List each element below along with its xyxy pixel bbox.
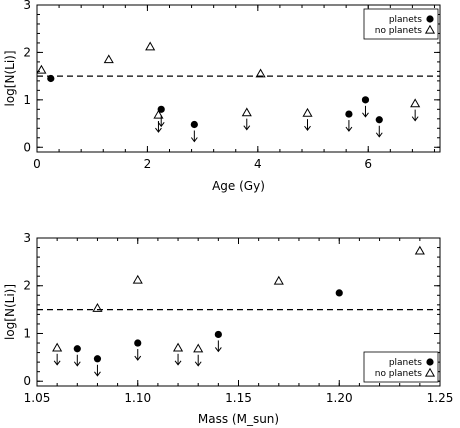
upper-limit-arrow-head	[214, 347, 222, 353]
y-tick-label: 2	[23, 279, 31, 293]
x-axis-title: Age (Gy)	[212, 179, 265, 193]
y-tick-label: 0	[23, 140, 31, 154]
x-tick-label: 2	[144, 157, 152, 171]
chart-panel-2: 1.05 1.10 1.15 1.20 1.25 0 1 2 3 Mass (M_sun) log[…	[3, 231, 453, 426]
data-point	[214, 330, 222, 339]
data-point	[36, 64, 47, 74]
data-point	[273, 275, 284, 285]
x-tick-label: 4	[254, 157, 262, 171]
y-tick-label: 2	[23, 45, 31, 59]
data-point	[241, 107, 252, 117]
legend-marker	[424, 24, 436, 34]
series-no-planets	[52, 245, 425, 367]
data-point	[410, 98, 421, 108]
upper-limit-arrow-head	[94, 371, 101, 377]
legend-marker	[426, 15, 434, 23]
legend-marker	[426, 358, 434, 366]
upper-limit-arrow-head	[174, 360, 182, 366]
upper-limit-arrow-head	[155, 127, 162, 133]
legend-box	[363, 8, 439, 40]
y-tick-label: 0	[23, 374, 31, 388]
upper-limit-arrow-head	[157, 122, 165, 128]
upper-limit-arrow-head	[362, 112, 369, 118]
data-point	[153, 109, 164, 119]
y-tick-label: 1	[23, 326, 31, 340]
x-tick-label: 1.25	[427, 391, 454, 405]
legend-label: planets	[389, 15, 422, 25]
upper-limit-arrow-head	[134, 355, 142, 361]
series-planets	[73, 289, 343, 377]
data-point	[134, 339, 142, 347]
y-axis-title: log[N(Li)]	[3, 50, 17, 106]
data-point	[361, 96, 370, 104]
x-tick-label: 1.05	[24, 391, 51, 405]
upper-limit-arrow-head	[304, 125, 311, 131]
data-point	[47, 74, 55, 83]
data-point	[302, 107, 313, 117]
data-point	[73, 345, 81, 353]
x-tick-label: 1.10	[124, 391, 151, 405]
data-point	[132, 274, 143, 284]
data-point	[345, 110, 353, 118]
data-point	[93, 355, 102, 363]
data-point	[145, 41, 156, 51]
data-point	[172, 342, 184, 352]
upper-limit-arrow-head	[53, 360, 61, 366]
y-tick-label: 3	[23, 0, 31, 12]
data-point	[193, 343, 204, 353]
legend-label: no planets	[375, 369, 423, 379]
legend-label: no planets	[375, 26, 423, 36]
upper-limit-arrow-head	[73, 361, 81, 367]
upper-limit-arrow-head	[194, 361, 202, 367]
upper-limit-arrow-head	[411, 116, 419, 122]
x-tick-label: 0	[33, 157, 41, 171]
y-tick-label: 1	[23, 93, 31, 107]
data-point	[52, 342, 63, 352]
upper-limit-arrow-head	[243, 125, 251, 131]
data-point	[335, 289, 343, 297]
data-point	[414, 245, 425, 255]
upper-limit-arrow-head	[345, 126, 353, 132]
data-point	[103, 54, 114, 64]
data-point	[157, 105, 165, 113]
x-tick-label: 6	[364, 157, 372, 171]
data-point	[375, 116, 383, 124]
y-axis-title: log[N(Li)]	[3, 284, 17, 340]
plot-frame	[36, 4, 441, 153]
y-tick-label: 3	[23, 231, 31, 245]
x-axis-title: Mass (M_sun)	[198, 412, 279, 426]
x-tick-label: 1.20	[326, 391, 353, 405]
series-planets	[47, 74, 383, 143]
legend-marker	[424, 367, 436, 377]
series-no-planets	[36, 41, 421, 133]
data-point	[92, 302, 103, 312]
data-point	[255, 68, 266, 78]
legend-box	[363, 351, 439, 383]
upper-limit-arrow-head	[375, 132, 383, 138]
upper-limit-arrow-head	[190, 137, 198, 143]
x-tick-label: 1.15	[225, 391, 252, 405]
data-point	[190, 120, 198, 129]
legend-label: planets	[389, 358, 422, 368]
